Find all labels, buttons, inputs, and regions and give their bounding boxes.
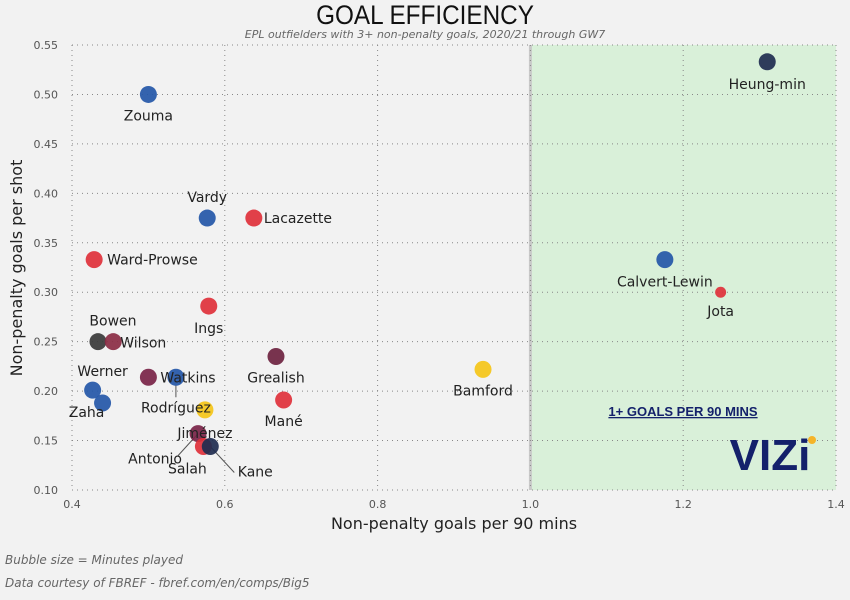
data-point xyxy=(198,209,216,227)
data-point xyxy=(200,297,218,315)
data-point xyxy=(196,401,214,419)
data-point xyxy=(474,360,492,378)
point-label: Wilson xyxy=(120,336,166,352)
point-label: Watkins xyxy=(160,370,215,386)
data-point xyxy=(189,425,207,443)
point-label: Ings xyxy=(194,321,223,337)
data-point xyxy=(267,348,285,365)
point-label: Bamford xyxy=(453,383,513,399)
footer-size-note: Bubble size = Minutes played xyxy=(5,553,184,567)
point-label: Lacazette xyxy=(264,211,332,227)
point-label: Heung-min xyxy=(729,77,806,93)
data-point xyxy=(275,391,293,409)
annotation-label: 1+ GOALS PER 90 MINS xyxy=(608,404,758,419)
logo-dot xyxy=(808,436,816,444)
point-label: Calvert-Lewin xyxy=(617,275,713,291)
data-point xyxy=(139,368,157,386)
vizi-logo: VIZi xyxy=(730,431,811,480)
y-tick-label: 0.15 xyxy=(34,435,59,448)
point-label: Ward-Prowse xyxy=(107,253,198,269)
point-label: Bowen xyxy=(89,314,136,330)
x-tick-label: 1.4 xyxy=(827,498,845,511)
data-point xyxy=(104,333,122,351)
y-tick-label: 0.30 xyxy=(34,286,59,299)
chart-title: GOAL EFFICIENCY xyxy=(316,0,534,30)
point-label: Grealish xyxy=(247,371,304,387)
data-point xyxy=(758,53,776,71)
data-point xyxy=(167,368,185,386)
point-label: Rodríguez xyxy=(141,400,211,416)
x-tick-label: 1.0 xyxy=(522,498,540,511)
point-label: Vardy xyxy=(187,190,227,206)
x-axis-label: Non-penalty goals per 90 mins xyxy=(331,514,577,533)
data-point xyxy=(715,286,727,298)
y-tick-label: 0.40 xyxy=(34,187,59,200)
point-label: Jota xyxy=(706,304,734,320)
data-point xyxy=(201,437,219,455)
point-label: Antonio xyxy=(128,452,182,468)
x-tick-label: 1.2 xyxy=(674,498,692,511)
data-point xyxy=(89,333,107,351)
y-tick-label: 0.25 xyxy=(34,336,59,349)
y-tick-label: 0.20 xyxy=(34,385,59,398)
y-tick-label: 0.50 xyxy=(34,88,59,101)
point-label: Jiménez xyxy=(176,426,232,442)
point-label: Mané xyxy=(265,414,303,430)
highlight-region xyxy=(530,45,836,490)
y-axis-label: Non-penalty goals per shot xyxy=(7,160,26,377)
point-label: Kane xyxy=(238,464,273,480)
data-point xyxy=(94,394,112,412)
footer-source: Data courtesy of FBREF - fbref.com/en/co… xyxy=(5,576,310,590)
data-point xyxy=(656,251,674,269)
point-label: Salah xyxy=(168,461,207,477)
y-tick-label: 0.45 xyxy=(34,138,59,151)
x-tick-label: 0.6 xyxy=(216,498,234,511)
y-tick-label: 0.10 xyxy=(34,484,59,497)
point-label: Werner xyxy=(77,364,128,380)
data-point xyxy=(245,209,263,227)
x-tick-label: 0.4 xyxy=(63,498,81,511)
x-tick-label: 0.8 xyxy=(369,498,387,511)
chart-subtitle: EPL outfielders with 3+ non-penalty goal… xyxy=(244,28,606,41)
data-point xyxy=(84,381,102,399)
data-point xyxy=(139,85,157,103)
y-tick-label: 0.35 xyxy=(34,237,59,250)
y-tick-label: 0.55 xyxy=(34,39,59,52)
point-label: Zouma xyxy=(124,108,173,124)
data-point xyxy=(85,251,103,269)
point-label: Zaha xyxy=(69,405,105,421)
